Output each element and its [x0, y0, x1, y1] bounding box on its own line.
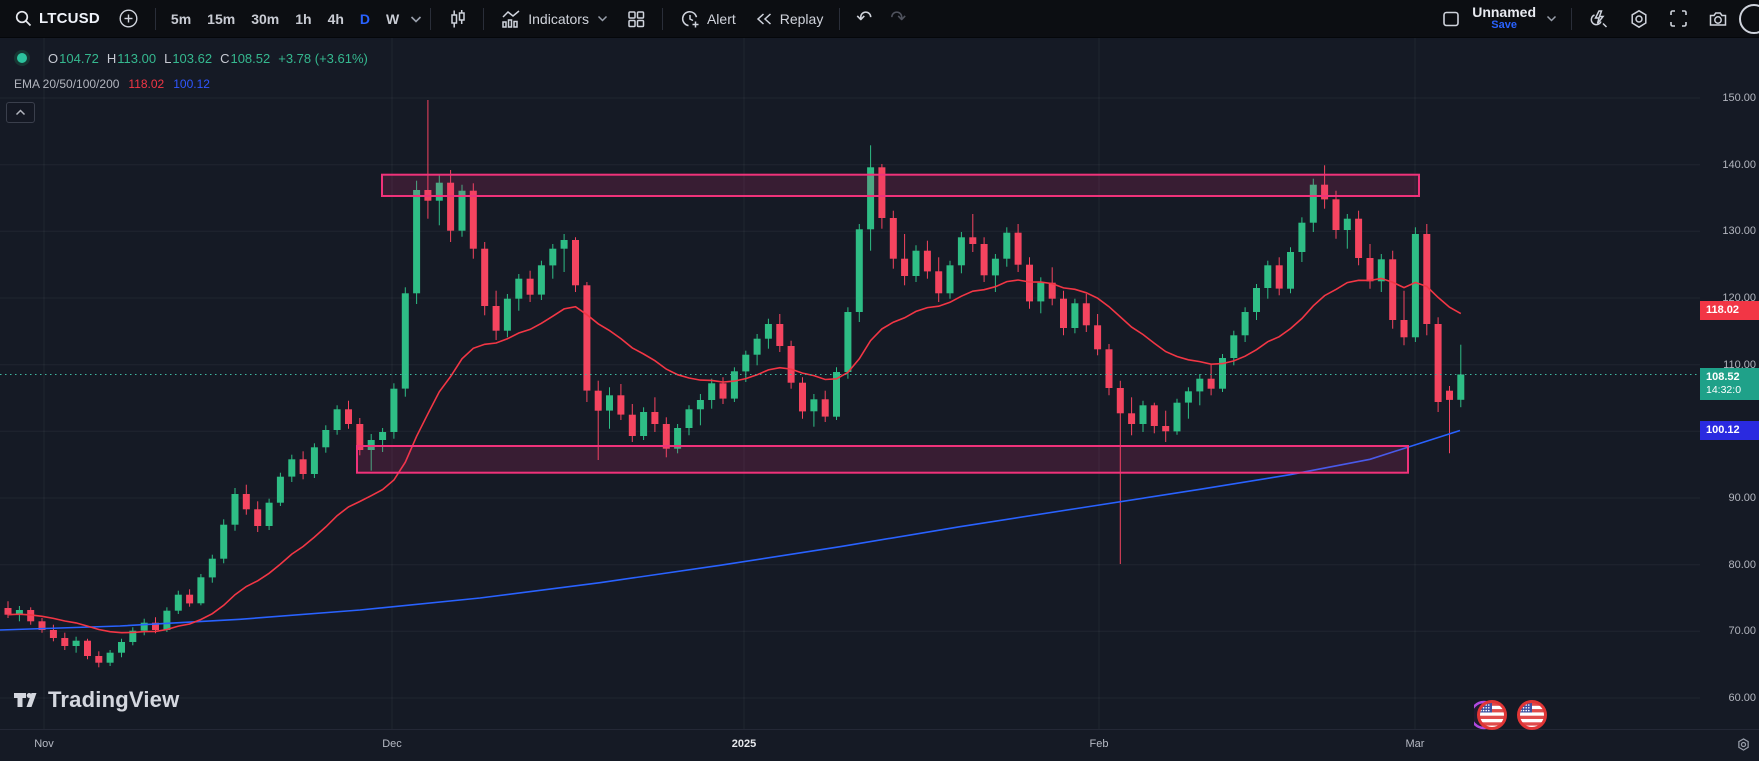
indicators-button[interactable]: Indicators [492, 4, 616, 34]
price-tick: 150.00 [1722, 92, 1756, 104]
low-value: L 103.62 [164, 50, 213, 66]
open-value: O 104.72 [48, 50, 99, 66]
replay-button[interactable]: Replay [746, 4, 832, 34]
toolbar-separator [1571, 7, 1572, 30]
economic-event-markers [1469, 697, 1554, 733]
interval-switcher: 5m 15m 30m 1h 4h D W [164, 0, 406, 37]
compare-add-symbol-button[interactable] [110, 4, 147, 34]
time-axis[interactable]: Nov Dec 2025 Feb Mar [0, 729, 1759, 761]
price-badge-118-02: 118.02 [1700, 301, 1759, 320]
toolbar-separator [661, 7, 663, 30]
toolbar-separator [430, 7, 432, 30]
price-tick: 80.00 [1728, 559, 1756, 571]
interval-w[interactable]: W [386, 10, 400, 27]
axis-settings-gear-icon[interactable] [1736, 737, 1751, 752]
chart-legend: O 104.72 H 113.00 L 103.62 C 108.52 +3.78 (+… [14, 50, 368, 91]
ema-blue-value: 100.12 [173, 77, 210, 91]
indicators-icon [500, 9, 522, 29]
time-label-2025: 2025 [731, 738, 757, 750]
panel-square-icon [1440, 9, 1462, 29]
tradingview-watermark: TradingView [12, 686, 179, 713]
plus-circle-icon [118, 8, 139, 29]
ohlc-row[interactable]: O 104.72 H 113.00 L 103.62 C 108.52 +3.78 (+… [14, 50, 368, 66]
indicators-chevron-icon [597, 15, 608, 22]
time-label-dec: Dec [382, 738, 402, 750]
price-tick: 90.00 [1728, 492, 1756, 504]
toolbar-separator [154, 7, 156, 30]
layout-grid-icon [626, 9, 646, 29]
price-tick: 60.00 [1728, 692, 1756, 704]
camera-icon [1707, 9, 1729, 29]
replay-label: Replay [779, 10, 824, 27]
fullscreen-button[interactable] [1660, 4, 1697, 34]
chevron-up-icon [15, 109, 26, 116]
us-flag-event-icon[interactable] [1514, 697, 1550, 733]
change-value: +3.78 (+3.61%) [278, 50, 368, 66]
tradingview-watermark-text: TradingView [48, 686, 180, 712]
chart-pane[interactable]: O 104.72 H 113.00 L 103.62 C 108.52 +3.78 (+… [0, 38, 1759, 730]
time-label-mar: Mar [1405, 738, 1425, 750]
interval-15m[interactable]: 15m [207, 10, 236, 27]
high-value: H 113.00 [106, 50, 157, 66]
ema-row[interactable]: EMA 20/50/100/200 118.02 100.12 [6, 77, 368, 91]
save-button[interactable]: Save [1491, 19, 1517, 32]
price-badge-100-12: 100.12 [1700, 421, 1759, 440]
settings-button[interactable] [1620, 4, 1658, 34]
price-tick: 70.00 [1728, 625, 1756, 637]
toolbar-separator [483, 7, 485, 30]
undo-button[interactable]: ↶ [856, 8, 873, 29]
toolbar-separator [839, 7, 841, 30]
symbol-name: LTCUSD [39, 10, 100, 27]
layout-name-button[interactable]: Unnamed Save [1472, 5, 1536, 31]
time-label-nov: Nov [34, 738, 54, 750]
alert-clock-plus-icon [679, 8, 701, 30]
interval-1h[interactable]: 1h [295, 10, 312, 27]
price-tick: 140.00 [1722, 159, 1756, 171]
time-label-feb: Feb [1089, 738, 1109, 750]
alert-button[interactable]: Alert [671, 4, 744, 34]
layout-name-label: Unnamed [1472, 4, 1536, 21]
gear-hexagon-icon [1628, 8, 1650, 30]
symbol-logo-dot [14, 50, 30, 66]
symbol-search-button[interactable]: LTCUSD [6, 4, 108, 34]
ema-indicator-label: EMA 20/50/100/200 [14, 77, 120, 91]
interval-30m[interactable]: 30m [251, 10, 280, 27]
layout-menu-chevron-icon[interactable] [1540, 15, 1563, 22]
quick-search-button[interactable] [1580, 4, 1618, 34]
screenshot-button[interactable] [1699, 4, 1737, 34]
redo-button[interactable]: ↷ [890, 8, 907, 29]
price-tick: 130.00 [1722, 225, 1756, 237]
search-icon [14, 9, 33, 28]
us-flag-event-icon[interactable] [1469, 697, 1510, 733]
interval-menu-chevron-icon[interactable] [410, 15, 422, 23]
close-value: C 108.52 [220, 50, 271, 66]
price-badge-108-52: 108.52 14:32:0 [1700, 368, 1759, 400]
candlestick-chart[interactable] [0, 38, 1700, 730]
interval-5m[interactable]: 5m [170, 10, 192, 27]
legend-collapse-button[interactable] [6, 102, 35, 123]
panel-toggle-button[interactable] [1432, 4, 1470, 34]
lightning-search-icon [1588, 8, 1610, 30]
fullscreen-brackets-icon [1668, 8, 1689, 29]
replay-rewind-icon [754, 10, 774, 28]
top-toolbar: LTCUSD 5m 15m 30m 1h 4h D W Indicators [0, 0, 1759, 38]
tradingview-logo-icon [12, 686, 39, 713]
indicators-label: Indicators [528, 10, 589, 27]
clipped-edge-icon[interactable] [1739, 3, 1759, 34]
ema-red-value: 118.02 [128, 77, 165, 91]
indicator-templates-button[interactable] [618, 4, 654, 34]
candles-icon [447, 8, 467, 30]
interval-d[interactable]: D [359, 10, 371, 27]
chart-style-button[interactable] [439, 4, 475, 34]
price-axis[interactable]: 150.00140.00130.00120.00110.00100.0090.0… [1700, 38, 1759, 730]
alert-label: Alert [706, 10, 736, 27]
interval-4h[interactable]: 4h [327, 10, 344, 27]
